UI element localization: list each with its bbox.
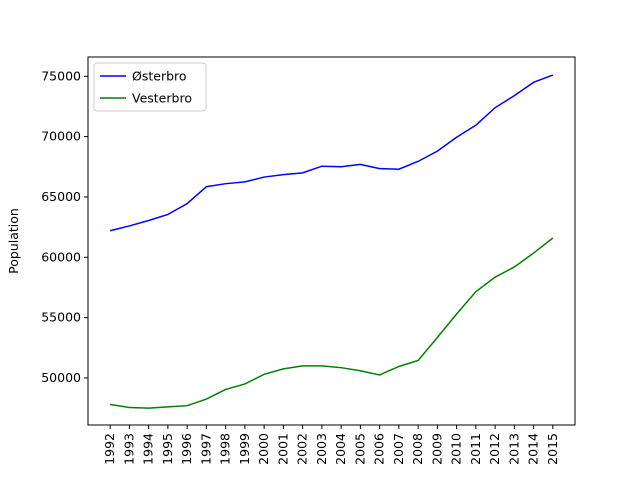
x-tick-label: 2009 xyxy=(429,433,444,465)
y-axis-label: Population xyxy=(6,208,21,274)
x-tick-label: 2013 xyxy=(506,433,521,465)
x-tick-label: 2000 xyxy=(256,433,271,465)
x-tick-label: 1993 xyxy=(121,433,136,465)
x-tick-label: 1999 xyxy=(237,433,252,465)
y-tick-label: 75000 xyxy=(41,68,81,83)
x-tick-label: 2008 xyxy=(410,433,425,465)
x-tick-label: 1998 xyxy=(218,433,233,465)
x-tick-label: 2014 xyxy=(526,433,541,465)
x-tick-label: 1997 xyxy=(198,433,213,465)
y-tick-label: 55000 xyxy=(41,310,81,325)
x-tick-label: 2012 xyxy=(487,433,502,465)
y-tick-label: 60000 xyxy=(41,249,81,264)
line-series xyxy=(110,237,554,409)
x-tick-label: 2015 xyxy=(545,433,560,465)
x-tick-label: 1992 xyxy=(102,433,117,465)
y-tick-label: 50000 xyxy=(41,370,81,385)
legend-label: Østerbro xyxy=(132,69,187,84)
line-series xyxy=(109,74,554,232)
x-tick-label: 1994 xyxy=(141,433,156,465)
y-tick-label: 70000 xyxy=(41,129,81,144)
plot-frame xyxy=(87,56,576,426)
legend-box xyxy=(93,62,207,112)
x-tick-label: 2004 xyxy=(333,433,348,465)
x-tick-label: 2010 xyxy=(449,433,464,465)
legend-label: Vesterbro xyxy=(132,91,192,106)
x-tick-label: 1995 xyxy=(160,433,175,465)
x-tick-label: 2006 xyxy=(372,433,387,465)
x-tick-label: 2005 xyxy=(352,433,367,465)
x-tick-label: 2002 xyxy=(295,433,310,465)
y-tick-label: 65000 xyxy=(41,189,81,204)
x-tick-label: 2007 xyxy=(391,433,406,465)
x-tick-label: 2001 xyxy=(275,433,290,465)
x-tick-label: 2003 xyxy=(314,433,329,465)
x-tick-label: 1996 xyxy=(179,433,194,465)
x-tick-label: 2011 xyxy=(468,433,483,465)
